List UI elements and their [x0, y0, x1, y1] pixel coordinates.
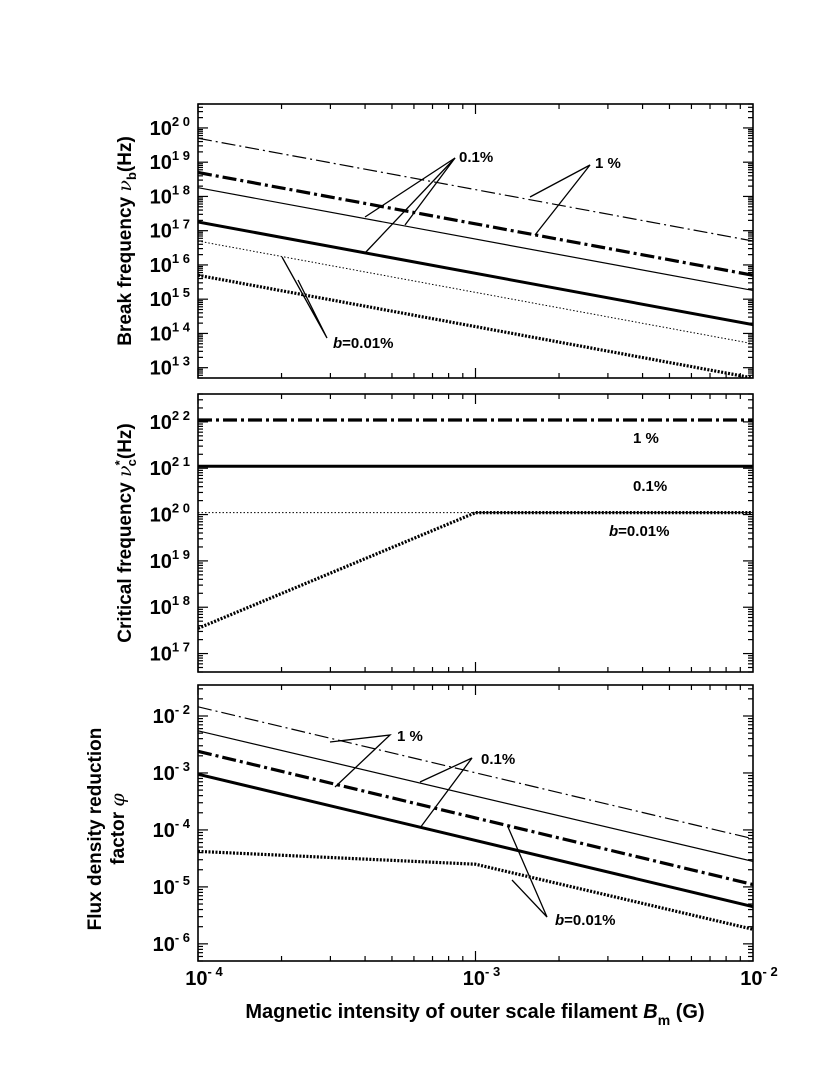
y-tick-label: 101 8: [150, 593, 190, 619]
panel-break-frequency: 101 3 101 4 101 5 101 6 101 7 101 8 101 9 102 0…: [114, 103, 754, 380]
axes-ticks: [197, 103, 753, 379]
axes-ticks: [197, 393, 753, 673]
y-tick-label: 101 9: [150, 547, 190, 573]
y-tick-label: 102 0: [150, 501, 190, 527]
y-tick-label: 101 8: [150, 182, 190, 208]
series-line-thin-solid: [198, 187, 753, 292]
series-line-thin-solid: [198, 730, 753, 862]
y-tick-label: 102 2: [150, 408, 190, 434]
label-1-percent: 1 %: [595, 155, 621, 172]
series-line-thin-dotted: [198, 240, 753, 345]
series-line-thick-dotted: [198, 511, 753, 630]
panel-critical-frequency: 101 7 101 8 101 9 102 0 102 1 102 2 Critical …: [112, 393, 754, 673]
y-tick-label: 101 9: [150, 148, 190, 174]
panel-flux-density-reduction: 10- 6 10- 5 10- 4 10- 3 10- 2 Flux density r…: [85, 684, 754, 962]
y-tick-label: 10- 6: [153, 930, 190, 956]
y-tick-label: 102 0: [150, 114, 190, 140]
y-axis-label-line1: Flux density reduction: [85, 728, 106, 931]
x-tick-label: 10- 3: [463, 964, 500, 990]
plot-frame: [197, 393, 754, 673]
y-tick-label: 101 7: [150, 640, 190, 666]
series-line-thin-dash-dot: [198, 706, 753, 840]
label-b-0-01-percent: b=0.01%: [555, 912, 615, 929]
x-tick-label: 10- 4: [185, 964, 223, 990]
y-tick-label: 101 7: [150, 217, 190, 243]
series-line-thick-solid: [198, 220, 753, 327]
series-line-thick-dotted: [198, 849, 753, 931]
y-tick-label: 101 5: [150, 285, 190, 311]
y-tick-label: 101 6: [150, 251, 190, 277]
label-b-0-01-percent: b=0.01%: [609, 523, 669, 540]
label-0-1-percent: 0.1%: [459, 149, 493, 166]
label-0-1-percent: 0.1%: [633, 478, 667, 495]
plot-frame: [197, 684, 754, 962]
y-tick-label: 10- 3: [153, 759, 190, 785]
series-line-thick-dotted: [198, 273, 753, 378]
leader-lines: [281, 157, 591, 339]
leader-lines: [329, 734, 548, 918]
label-1-percent: 1 %: [397, 728, 423, 745]
x-tick-label: 10- 2: [740, 964, 777, 990]
series-group: [198, 706, 753, 931]
x-tick-labels: 10- 4 10- 3 10- 2: [185, 964, 777, 990]
y-tick-label: 10- 5: [153, 873, 190, 899]
axes-ticks: [197, 685, 753, 962]
series-group: [198, 137, 753, 378]
y-tick-label: 10- 2: [153, 702, 190, 728]
series-line-thick-dash-dot: [198, 749, 753, 887]
series-line-thick-dash-dot: [198, 170, 753, 277]
y-axis-label: Critical frequency ν*c(Hz): [112, 423, 139, 643]
y-tick-labels: 101 7 101 8 101 9 102 0 102 1 102 2: [150, 408, 190, 666]
y-tick-label: 101 4: [150, 319, 191, 345]
series-line-thin-dash-dot: [198, 137, 753, 242]
y-axis-label: Break frequency νb(Hz): [114, 136, 139, 346]
x-axis-label: Magnetic intensity of outer scale filame…: [245, 1001, 704, 1028]
plot-frame: [197, 103, 754, 379]
series-group: [198, 418, 753, 630]
y-tick-labels: 101 3 101 4 101 5 101 6 101 7 101 8 101 9 102 0: [150, 114, 191, 380]
label-b-0-01-percent: b=0.01%: [333, 335, 393, 352]
series-line-thick-solid: [198, 772, 753, 909]
label-0-1-percent: 0.1%: [481, 751, 515, 768]
y-tick-labels: 10- 6 10- 5 10- 4 10- 3 10- 2: [153, 702, 191, 956]
y-axis-label-line2: factor φ: [107, 793, 129, 865]
label-1-percent: 1 %: [633, 430, 659, 447]
y-tick-label: 10- 4: [153, 816, 191, 842]
y-tick-label: 102 1: [150, 454, 190, 480]
y-tick-label: 101 3: [150, 354, 190, 380]
